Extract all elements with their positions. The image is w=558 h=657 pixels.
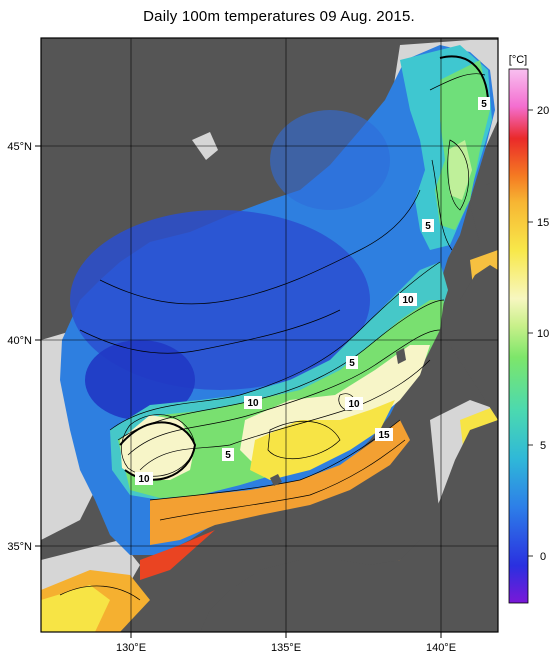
contour-label: 10 (402, 295, 414, 306)
colorbar-unit: [°C] (509, 54, 527, 66)
japan-honshu-land (200, 265, 498, 632)
oki-island (270, 474, 282, 486)
map-title: Daily 100m temperatures 09 Aug. 2015. (143, 8, 415, 25)
water-band-red (140, 530, 215, 580)
contour-label: 10 (348, 399, 360, 410)
frame-ticks (35, 145, 442, 638)
contour-label: 10 (247, 398, 259, 409)
graticule (41, 38, 498, 632)
contour-label: 5 (349, 358, 355, 369)
latitude-label: 45°N (7, 141, 32, 153)
contour-label: 10 (138, 474, 150, 485)
water-band-cream (120, 415, 195, 480)
colorbar-tick-label: 5 (540, 440, 546, 452)
colorbar: [°C] 20 15 10 5 0 (508, 54, 549, 604)
colorbar-tick-label: 0 (540, 551, 546, 563)
contour-labels: 5 5 10 5 10 10 5 10 15 (135, 97, 490, 485)
latitude-label: 35°N (7, 541, 32, 553)
water-band-lightgreen (448, 140, 472, 200)
cold-core (270, 110, 390, 210)
map-frame (40, 37, 499, 633)
water-band-orange (150, 420, 410, 545)
colorbar-tick-label: 20 (537, 105, 549, 117)
contour-label: 5 (425, 221, 431, 232)
contour-label: 5 (481, 99, 487, 110)
sado-island (396, 348, 406, 364)
japan-hokkaido-land (470, 180, 498, 245)
longitude-label: 140°E (426, 642, 456, 654)
isotherm-lines (59, 73, 498, 626)
longitude-label: 135°E (271, 642, 301, 654)
longitude-label: 130°E (116, 642, 146, 654)
pacific-water (41, 585, 110, 632)
colorbar-tick-label: 15 (537, 217, 549, 229)
colorbar-scale (508, 68, 529, 604)
contour-label: 15 (378, 430, 390, 441)
colorbar-tick-label: 10 (537, 328, 549, 340)
latitude-label: 40°N (7, 335, 32, 347)
water-band-green (118, 300, 444, 498)
cold-core (85, 340, 195, 420)
contour-label: 5 (225, 450, 231, 461)
